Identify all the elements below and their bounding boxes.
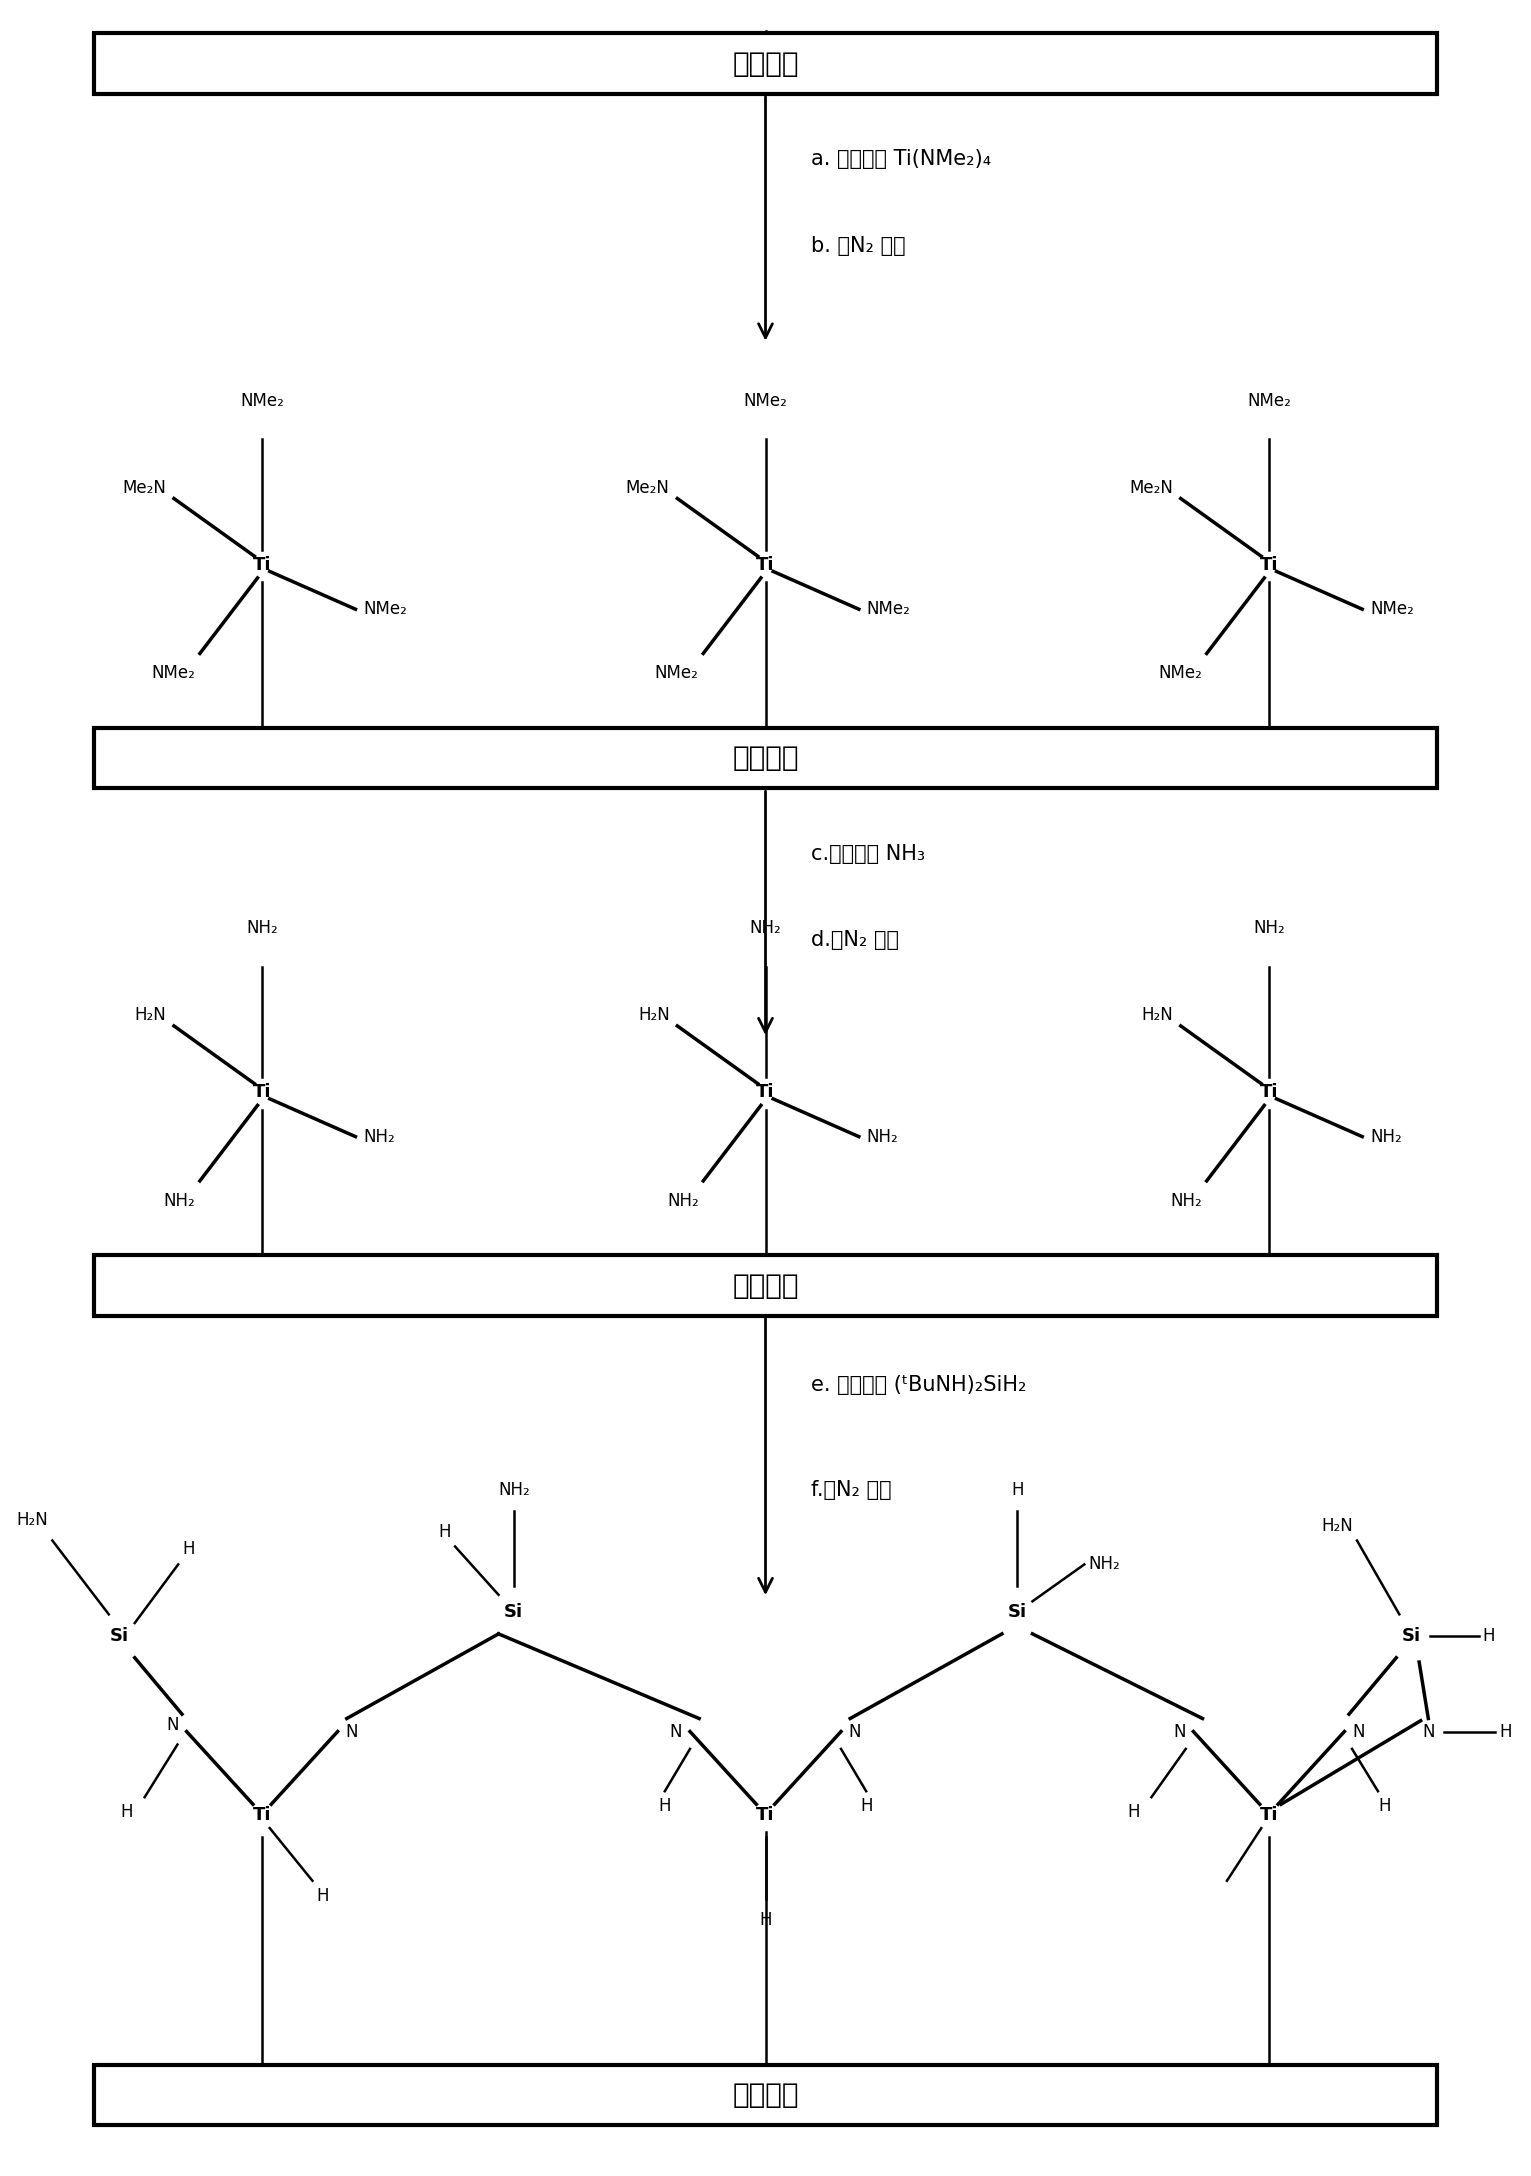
Text: H: H [317, 1887, 329, 1904]
Text: Ti: Ti [1260, 1084, 1278, 1101]
Bar [95, 727, 1436, 788]
Text: Si: Si [110, 1628, 129, 1645]
Text: Me₂N: Me₂N [1130, 479, 1173, 496]
Text: H₂N: H₂N [1321, 1517, 1353, 1534]
Text: H: H [438, 1523, 450, 1541]
Text: e. 计量加入 (ᵗBuNH)₂SiH₂: e. 计量加入 (ᵗBuNH)₂SiH₂ [811, 1375, 1027, 1395]
Text: H: H [1378, 1797, 1390, 1815]
Text: NMe₂: NMe₂ [1370, 601, 1413, 618]
Bar [95, 2065, 1436, 2126]
Text: NH₂: NH₂ [1252, 920, 1285, 938]
Text: NMe₂: NMe₂ [240, 392, 285, 409]
Text: NH₂: NH₂ [164, 1192, 196, 1210]
Text: Si: Si [1402, 1628, 1421, 1645]
Text: NH₂: NH₂ [750, 920, 781, 938]
Text: NH₂: NH₂ [1170, 1192, 1202, 1210]
Text: NH₂: NH₂ [867, 1127, 899, 1145]
Text: N: N [1422, 1723, 1435, 1741]
Text: Si: Si [504, 1604, 524, 1621]
Text: f.用N₂ 吹扫: f.用N₂ 吹扫 [811, 1480, 893, 1499]
Text: H: H [121, 1804, 133, 1821]
Text: H: H [182, 1541, 194, 1558]
Text: d.用N₂ 吹扫: d.用N₂ 吹扫 [811, 931, 899, 951]
Text: NH₂: NH₂ [668, 1192, 698, 1210]
Text: N: N [1352, 1723, 1364, 1741]
Text: H₂N: H₂N [638, 1005, 669, 1025]
Text: NH₂: NH₂ [246, 920, 279, 938]
Text: NMe₂: NMe₂ [655, 664, 698, 683]
Text: H: H [759, 1911, 772, 1928]
Text: 热的基底: 热的基底 [732, 744, 799, 772]
Text: c.计量加入 NH₃: c.计量加入 NH₃ [811, 844, 925, 864]
Text: NMe₂: NMe₂ [363, 601, 407, 618]
Text: NMe₂: NMe₂ [1159, 664, 1202, 683]
Text: H: H [1484, 1628, 1496, 1645]
Text: H₂N: H₂N [17, 1510, 47, 1528]
Text: Ti: Ti [756, 555, 775, 574]
Text: N: N [1173, 1723, 1187, 1741]
Text: Ti: Ti [1260, 1806, 1278, 1823]
Text: H: H [860, 1797, 873, 1815]
Text: Ti: Ti [1260, 555, 1278, 574]
Text: NH₂: NH₂ [498, 1480, 530, 1499]
Text: Ti: Ti [253, 1084, 271, 1101]
Text: H₂N: H₂N [135, 1005, 167, 1025]
Text: N: N [848, 1723, 860, 1741]
Text: NMe₂: NMe₂ [1246, 392, 1291, 409]
Text: NMe₂: NMe₂ [152, 664, 196, 683]
Text: a. 计量加入 Ti(NMe₂)₄: a. 计量加入 Ti(NMe₂)₄ [811, 148, 992, 170]
Bar [95, 33, 1436, 94]
Text: NH₂: NH₂ [1370, 1127, 1402, 1145]
Text: H: H [1010, 1480, 1023, 1499]
Text: Me₂N: Me₂N [626, 479, 669, 496]
Text: Me₂N: Me₂N [122, 479, 167, 496]
Text: H: H [658, 1797, 671, 1815]
Text: NMe₂: NMe₂ [744, 392, 787, 409]
Bar [95, 1256, 1436, 1316]
Text: NH₂: NH₂ [1089, 1556, 1121, 1573]
Text: N: N [344, 1723, 358, 1741]
Text: NH₂: NH₂ [363, 1127, 395, 1145]
Text: H₂N: H₂N [1141, 1005, 1173, 1025]
Text: Si: Si [1007, 1604, 1027, 1621]
Text: Ti: Ti [253, 1806, 271, 1823]
Text: H: H [1127, 1804, 1139, 1821]
Text: 热的基底: 热的基底 [732, 50, 799, 78]
Text: NMe₂: NMe₂ [867, 601, 911, 618]
Text: N: N [671, 1723, 683, 1741]
Text: Ti: Ti [253, 555, 271, 574]
Text: b. 用N₂ 吹扫: b. 用N₂ 吹扫 [811, 235, 906, 257]
Text: 热的基底: 热的基底 [732, 1271, 799, 1299]
Text: N: N [167, 1717, 179, 1734]
Text: 热的基底: 热的基底 [732, 2080, 799, 2109]
Text: Ti: Ti [756, 1806, 775, 1823]
Text: H: H [1500, 1723, 1513, 1741]
Text: Ti: Ti [756, 1084, 775, 1101]
